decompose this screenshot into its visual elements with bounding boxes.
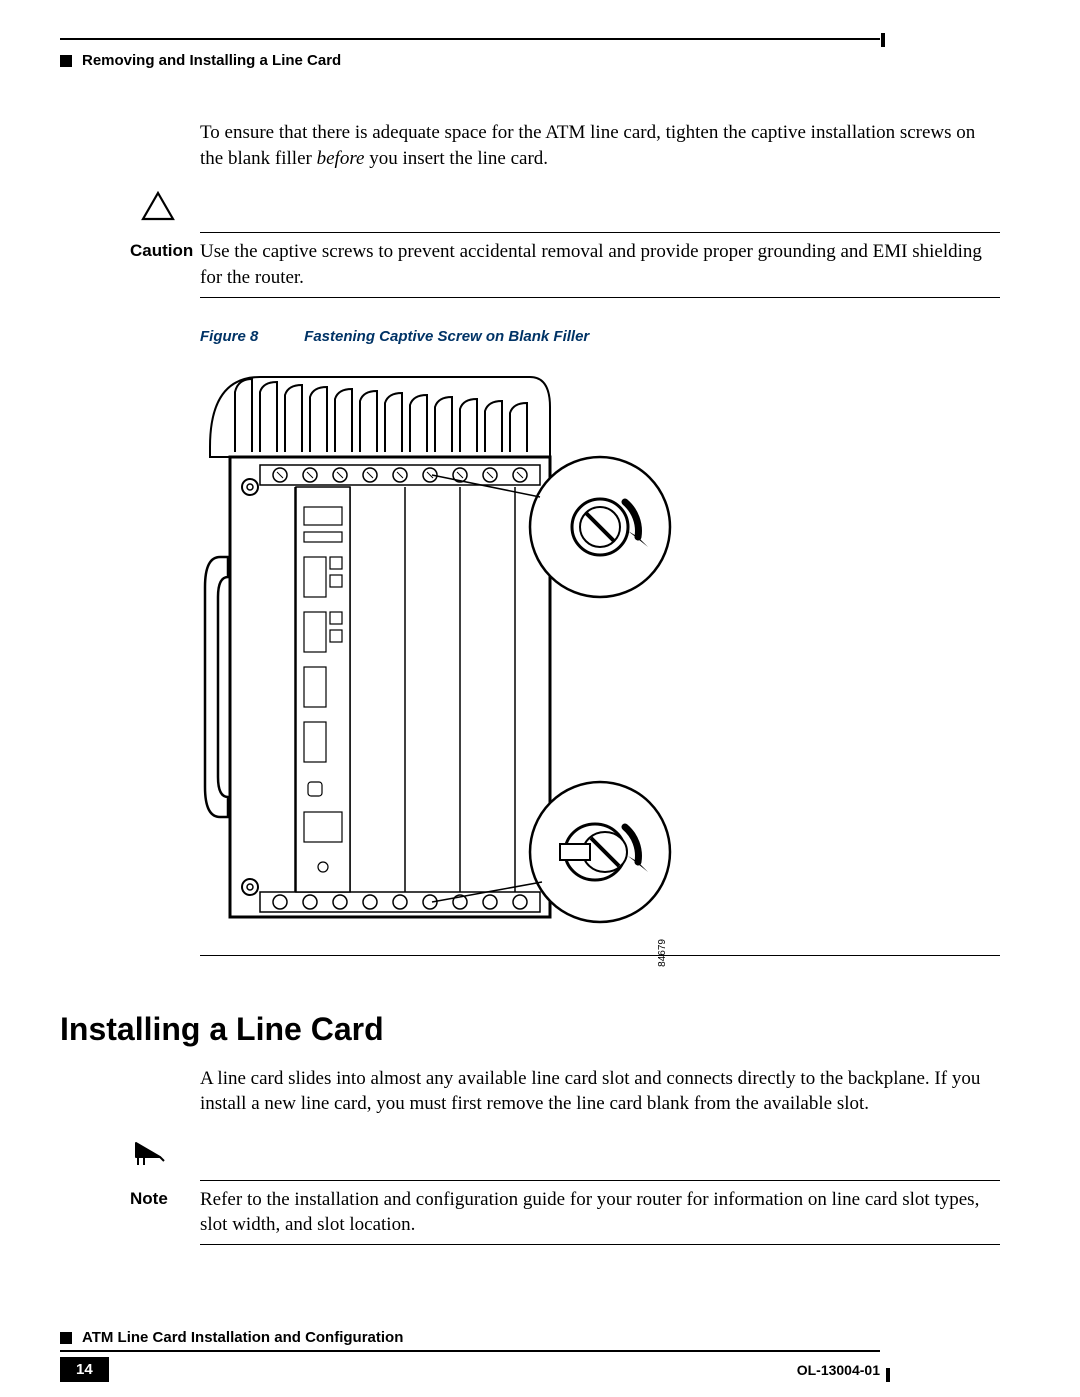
- section-body: A line card slides into almost any avail…: [200, 1066, 1000, 1117]
- note-block: Note Refer to the installation and confi…: [130, 1139, 1000, 1245]
- caution-label: Caution: [130, 239, 200, 261]
- note-rule-bottom: [200, 1244, 1000, 1245]
- note-label: Note: [130, 1187, 200, 1209]
- running-header: Removing and Installing a Line Card: [60, 52, 880, 69]
- note-rule-top: [200, 1180, 1000, 1181]
- caution-rule-bottom: [200, 297, 1000, 298]
- header-rule: [60, 38, 880, 40]
- doc-id: OL-13004-01: [797, 1362, 880, 1378]
- header-marker: [881, 33, 885, 47]
- figure-caption: Figure 8 Fastening Captive Screw on Blan…: [200, 328, 1000, 345]
- figure-rule: [200, 955, 1000, 956]
- caution-icon: [130, 191, 185, 226]
- doc-id-marker: [886, 1368, 890, 1382]
- caution-rule-top: [200, 232, 1000, 233]
- footer-doc-title: ATM Line Card Installation and Configura…: [82, 1329, 403, 1346]
- page-footer: ATM Line Card Installation and Configura…: [60, 1329, 880, 1352]
- intro-italic: before: [317, 148, 365, 169]
- note-icon: [130, 1139, 185, 1174]
- figure-label: Figure 8: [200, 328, 300, 345]
- header-bullet-icon: [60, 55, 72, 67]
- caution-text: Use the captive screws to prevent accide…: [200, 239, 1000, 290]
- page-number: 14: [60, 1357, 109, 1382]
- footer-rule: [60, 1350, 880, 1352]
- intro-paragraph: To ensure that there is adequate space f…: [200, 120, 1000, 171]
- running-title: Removing and Installing a Line Card: [82, 52, 341, 69]
- figure-illustration: 84679: [200, 357, 680, 947]
- footer-bullet-icon: [60, 1332, 72, 1344]
- section-heading: Installing a Line Card: [60, 1011, 1000, 1048]
- figure-id: 84679: [657, 939, 668, 967]
- figure-title: Fastening Captive Screw on Blank Filler: [304, 328, 589, 345]
- caution-block: Caution Use the captive screws to preven…: [130, 191, 1000, 297]
- intro-part2: you insert the line card.: [364, 148, 548, 169]
- page-content: To ensure that there is adequate space f…: [60, 120, 1000, 1251]
- note-text: Refer to the installation and configurat…: [200, 1187, 1000, 1238]
